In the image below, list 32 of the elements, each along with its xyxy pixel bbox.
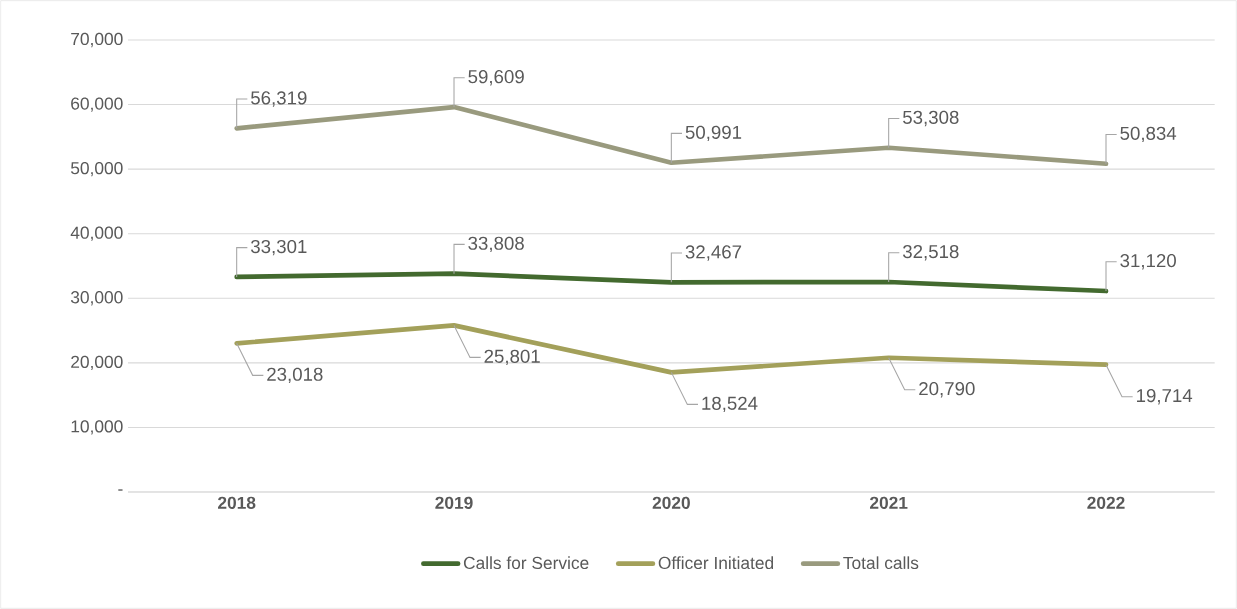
y-tick-label: 10,000 xyxy=(71,420,123,435)
data-label: 56,319 xyxy=(251,91,307,107)
legend-label: Officer Initiated xyxy=(658,556,774,570)
x-tick-label: 2021 xyxy=(870,496,908,509)
y-tick-label: 70,000 xyxy=(71,32,123,48)
data-label: 20,790 xyxy=(919,382,975,398)
data-label: 18,524 xyxy=(702,396,758,413)
data-label: 33,301 xyxy=(250,239,307,256)
data-label: 32,518 xyxy=(902,244,959,261)
data-label: 25,801 xyxy=(484,349,540,366)
y-tick-label: 30,000 xyxy=(70,291,123,306)
data-label: 19,714 xyxy=(1137,388,1193,405)
data-label: 59,609 xyxy=(468,70,524,86)
data-label: 23,018 xyxy=(267,367,323,384)
data-label: 31,120 xyxy=(1120,253,1176,270)
data-label: 50,834 xyxy=(1120,126,1177,143)
data-label: 50,991 xyxy=(685,125,742,142)
y-tick-label: 20,000 xyxy=(71,355,123,370)
y-tick-label: 60,000 xyxy=(71,97,123,112)
y-tick-label: - xyxy=(118,489,123,491)
legend-label: Total calls xyxy=(843,556,919,570)
x-tick-label: 2022 xyxy=(1087,496,1125,509)
x-tick-label: 2018 xyxy=(218,496,256,509)
legend-label: Calls for Service xyxy=(463,556,589,570)
x-tick-label: 2019 xyxy=(435,496,473,509)
data-label: 33,808 xyxy=(468,236,524,253)
y-tick-label: 50,000 xyxy=(70,161,123,177)
x-tick-label: 2020 xyxy=(652,496,690,509)
y-tick-label: 40,000 xyxy=(70,226,123,241)
data-label: 32,467 xyxy=(685,245,742,261)
line-series xyxy=(234,271,1109,294)
data-label: 53,308 xyxy=(903,110,959,127)
